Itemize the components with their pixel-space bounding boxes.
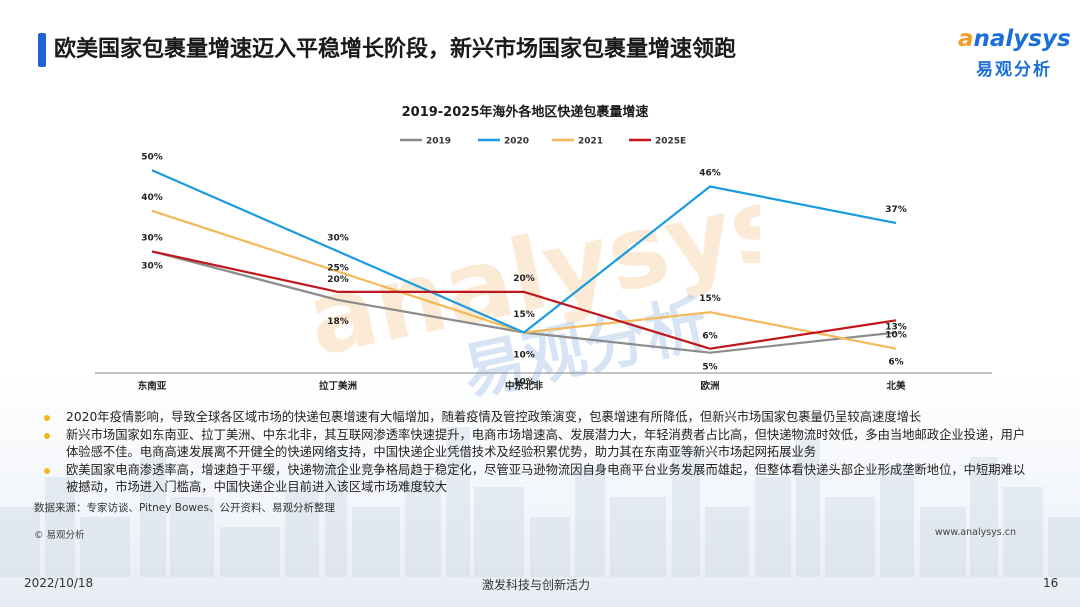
bullet-list: 2020年疫情影响，导致全球各区域市场的快递包裹增速有大幅增加，随着疫情及管控政…	[40, 409, 1030, 497]
bullet-dot-icon	[44, 467, 50, 474]
series-lines	[151, 169, 897, 354]
x-axis-ticks: 东南亚 拉丁美洲 中东北非 欧洲 北美	[138, 380, 906, 392]
data-label: 40%	[141, 193, 163, 203]
copyright: © 易观分析	[34, 530, 85, 541]
data-label: 10%	[513, 350, 535, 360]
city-skyline-decoration	[0, 427, 1080, 577]
x-tick-label: 北美	[886, 380, 906, 392]
data-label: 20%	[327, 275, 349, 285]
data-label: 10%	[885, 330, 907, 340]
data-label: 30%	[141, 261, 163, 271]
bullet-item: 2020年疫情影响，导致全球各区域市场的快递包裹增速有大幅增加，随着疫情及管控政…	[40, 409, 1030, 427]
data-label: 5%	[702, 363, 717, 373]
data-label: 46%	[699, 168, 721, 178]
logo-chinese-name: 易观分析	[976, 60, 1052, 80]
data-label: 6%	[702, 332, 717, 342]
logo-wordmark-rest: nalysys	[973, 26, 1071, 52]
analysys-logo: analysys 易观分析	[958, 26, 1071, 82]
x-tick-label: 拉丁美洲	[319, 380, 357, 392]
bullet-text: 新兴市场国家如东南亚、拉丁美洲、中东北非，其互联网渗透率快速提升，电商市场增速高…	[66, 427, 1026, 460]
bullet-dot-icon	[44, 415, 50, 421]
x-tick-label: 东南亚	[138, 380, 167, 392]
bullet-dot-icon	[44, 432, 50, 439]
legend-label-2021: 2021	[578, 137, 603, 147]
legend-label-2020: 2020	[504, 137, 529, 147]
bullet-text: 2020年疫情影响，导致全球各区域市场的快递包裹增速有大幅增加，随着疫情及管控政…	[66, 410, 922, 424]
footer-date: 2022/10/18	[24, 576, 94, 590]
data-label: 6%	[888, 358, 903, 368]
website-link[interactable]: www.analysys.cn	[934, 527, 1016, 538]
bullet-item: 新兴市场国家如东南亚、拉丁美洲、中东北非，其互联网渗透率快速提升，电商市场增速高…	[40, 427, 1030, 462]
chart-title: 2019-2025年海外各地区快递包裹量增速	[402, 104, 649, 120]
city-background	[0, 377, 1080, 607]
logo-wordmark-initial: a	[958, 26, 974, 52]
data-label: 25%	[327, 264, 349, 274]
logo-wordmark: analysys	[958, 26, 1071, 52]
x-tick-label: 欧洲	[700, 380, 719, 392]
data-label: 30%	[327, 233, 349, 243]
data-source: 数据来源：专家访谈、Pitney Bowes、公开资料、易观分析整理	[34, 502, 335, 514]
page-title: 欧美国家包裹量增速迈入平稳增长阶段，新兴市场国家包裹量增速领跑	[54, 37, 737, 62]
page-number: 16	[1043, 576, 1059, 590]
x-tick-label: 中东北非	[505, 380, 544, 392]
data-label: 15%	[513, 310, 535, 320]
data-label: 50%	[141, 152, 163, 162]
data-label: 13%	[885, 322, 907, 332]
data-label: 18%	[327, 317, 349, 327]
data-label: 20%	[513, 274, 535, 284]
series-line-2020	[151, 169, 897, 334]
data-labels: 50%40%30%30%30%25%20%18%20%15%10%10%46%1…	[141, 152, 907, 387]
title-accent-bar	[38, 33, 46, 67]
bullet-item: 欧美国家电商渗透率高，增速趋于平缓，快递物流企业竞争格局趋于稳定化，尽管亚马逊物…	[40, 462, 1030, 497]
data-label: 30%	[141, 233, 163, 243]
line-chart: 2019-2025年海外各地区快递包裹量增速 2019 2020 2021 2025E…	[95, 104, 992, 392]
data-label: 10%	[513, 377, 535, 387]
legend-label-2025E: 2025E	[655, 137, 686, 147]
legend-label-2019: 2019	[426, 137, 451, 147]
series-line-2025E	[151, 250, 897, 350]
data-label: 37%	[885, 205, 907, 215]
chart-legend: 2019 2020 2021 2025E	[400, 137, 686, 147]
bullet-text: 欧美国家电商渗透率高，增速趋于平缓，快递物流企业竞争格局趋于稳定化，尽管亚马逊物…	[66, 462, 1026, 495]
data-label: 15%	[699, 294, 721, 304]
footer-slogan: 激发科技与创新活力	[482, 578, 591, 592]
